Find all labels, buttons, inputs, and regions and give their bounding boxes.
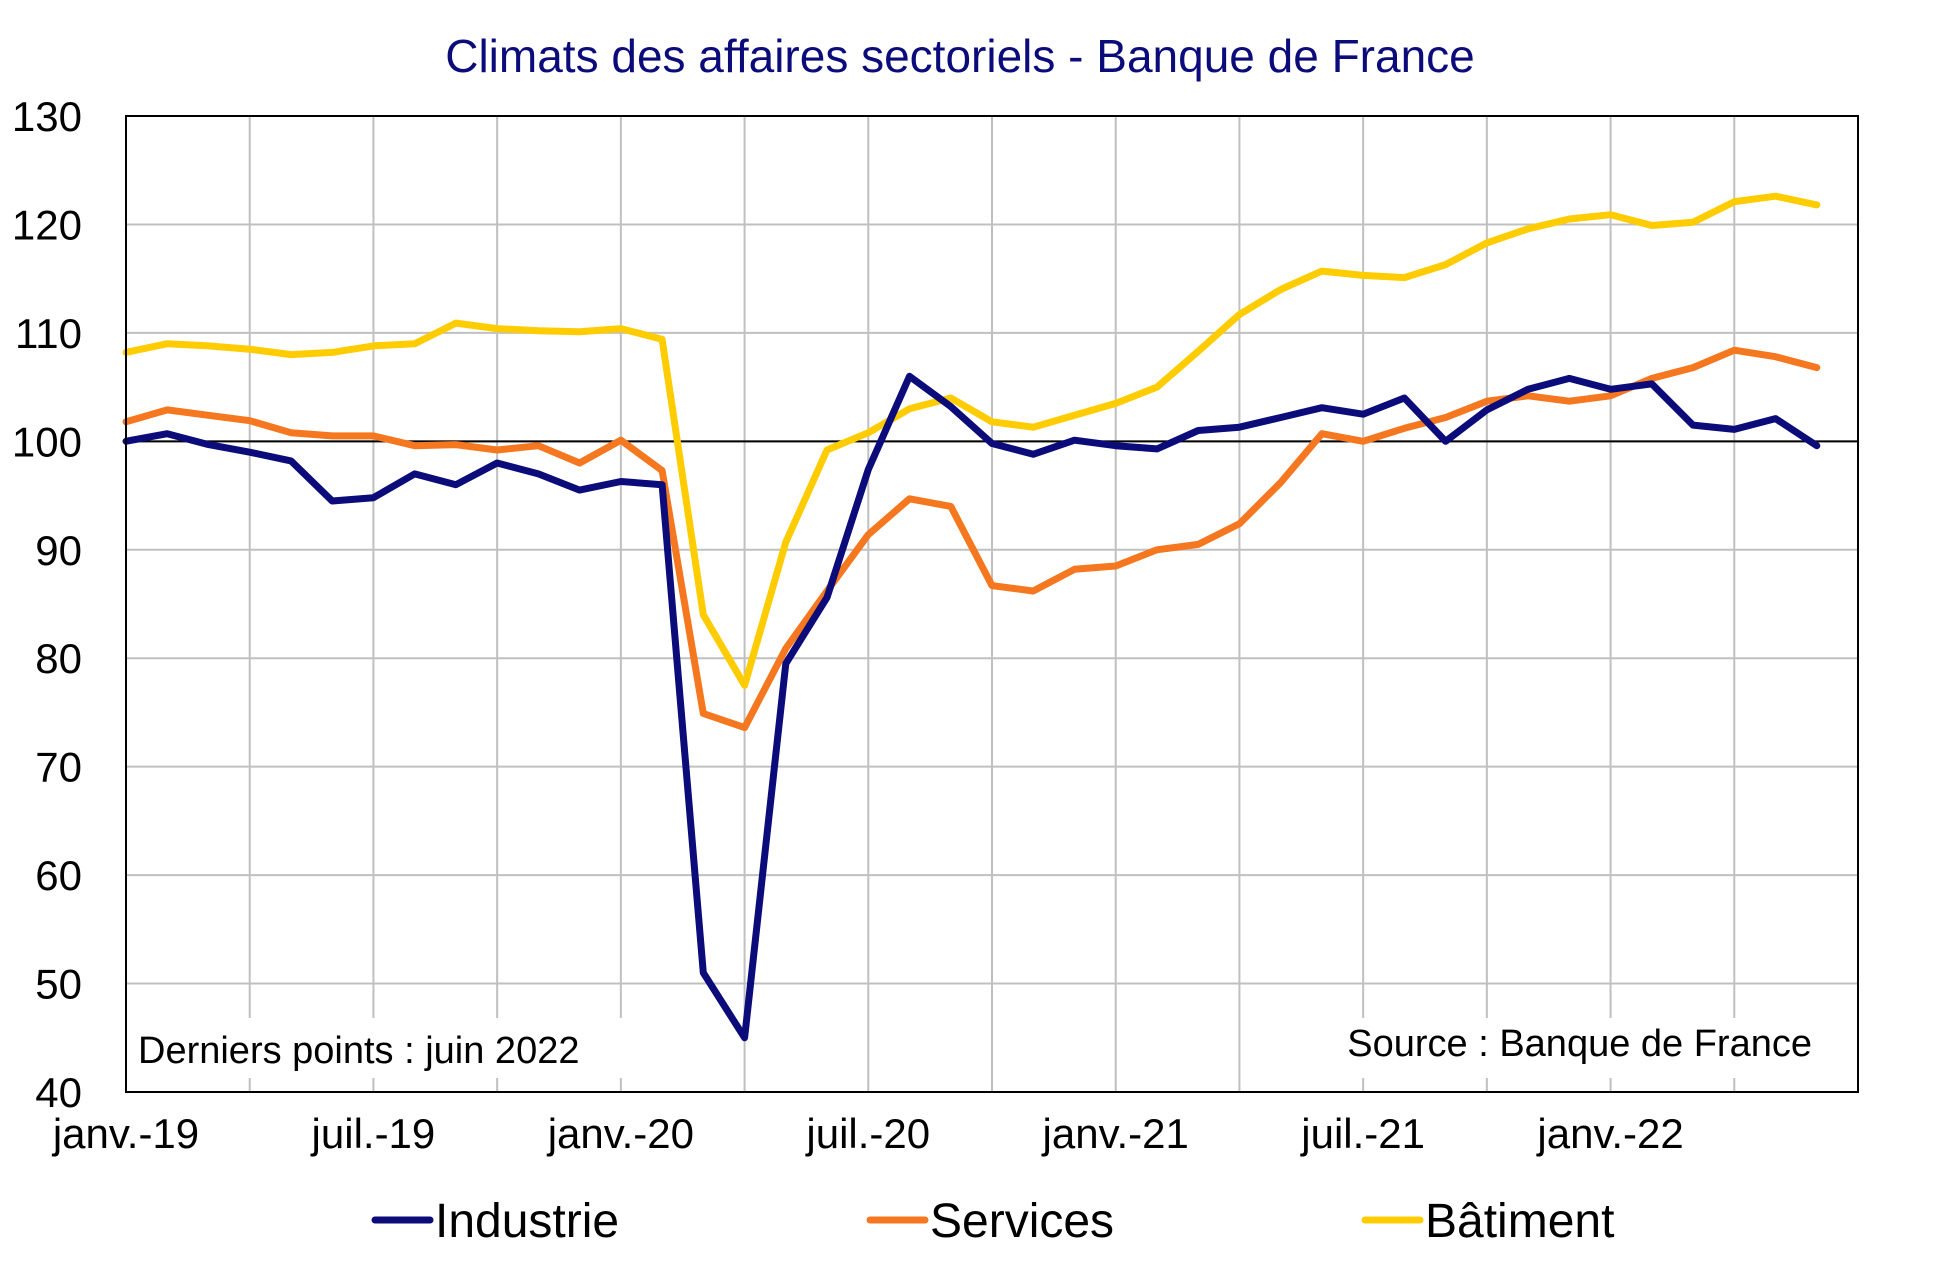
y-axis-ticks: 40 50 60 70 80 90 100 110 120 130: [12, 93, 82, 1116]
legend-label: Industrie: [435, 1195, 619, 1248]
legend-label: Bâtiment: [1425, 1195, 1614, 1248]
source-note: Source : Banque de France: [1347, 1023, 1812, 1065]
x-tick-label: juil.-19: [310, 1110, 436, 1157]
y-tick-label: 40: [35, 1069, 82, 1116]
x-tick-label: janv.-21: [1041, 1110, 1189, 1157]
grid-lines: [125, 115, 1859, 1093]
series-lines: [122, 192, 1821, 1042]
plot-frame: [125, 115, 1859, 1093]
y-tick-label: 60: [35, 852, 82, 899]
y-tick-label: 90: [35, 527, 82, 574]
series-line-bâtiment: [122, 192, 1821, 689]
x-tick-label: juil.-21: [1299, 1110, 1425, 1157]
y-tick-label: 70: [35, 744, 82, 791]
last-points-note: Derniers points : juin 2022: [138, 1030, 579, 1072]
x-tick-label: janv.-22: [1535, 1110, 1683, 1157]
y-tick-label: 100: [12, 418, 82, 465]
legend-label: Services: [930, 1195, 1114, 1248]
y-tick-label: 80: [35, 635, 82, 682]
source-background: [1282, 1018, 1814, 1078]
legend: Industrie Services Bâtiment: [371, 1195, 1614, 1248]
note-background: [132, 1018, 642, 1078]
x-tick-label: juil.-20: [804, 1110, 930, 1157]
y-tick-label: 130: [12, 93, 82, 140]
chart-title: Climats des affaires sectoriels - Banque…: [445, 30, 1475, 82]
series-line-services: [122, 346, 1821, 732]
y-tick-label: 110: [15, 310, 82, 357]
x-axis-ticks: janv.-19 juil.-19 janv.-20 juil.-20 janv.-21…: [51, 1110, 1684, 1157]
series-line-industrie: [122, 372, 1821, 1042]
x-tick-label: janv.-19: [51, 1110, 199, 1157]
y-tick-label: 120: [12, 201, 82, 248]
x-tick-label: janv.-20: [546, 1110, 694, 1157]
y-tick-label: 50: [35, 961, 82, 1008]
